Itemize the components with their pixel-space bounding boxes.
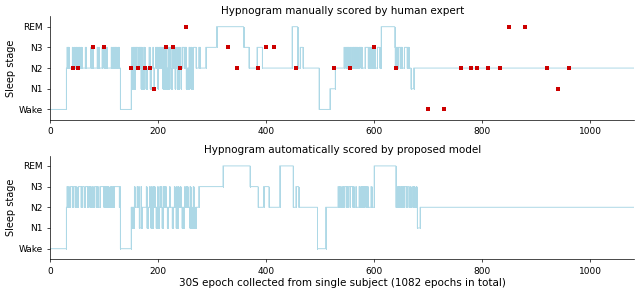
Y-axis label: Sleep stage: Sleep stage xyxy=(6,178,15,236)
X-axis label: 30S epoch collected from single subject (1082 epochs in total): 30S epoch collected from single subject … xyxy=(179,278,506,288)
Y-axis label: Sleep stage: Sleep stage xyxy=(6,39,15,97)
Title: Hypnogram automatically scored by proposed model: Hypnogram automatically scored by propos… xyxy=(204,145,481,155)
Title: Hypnogram manually scored by human expert: Hypnogram manually scored by human exper… xyxy=(221,6,464,16)
